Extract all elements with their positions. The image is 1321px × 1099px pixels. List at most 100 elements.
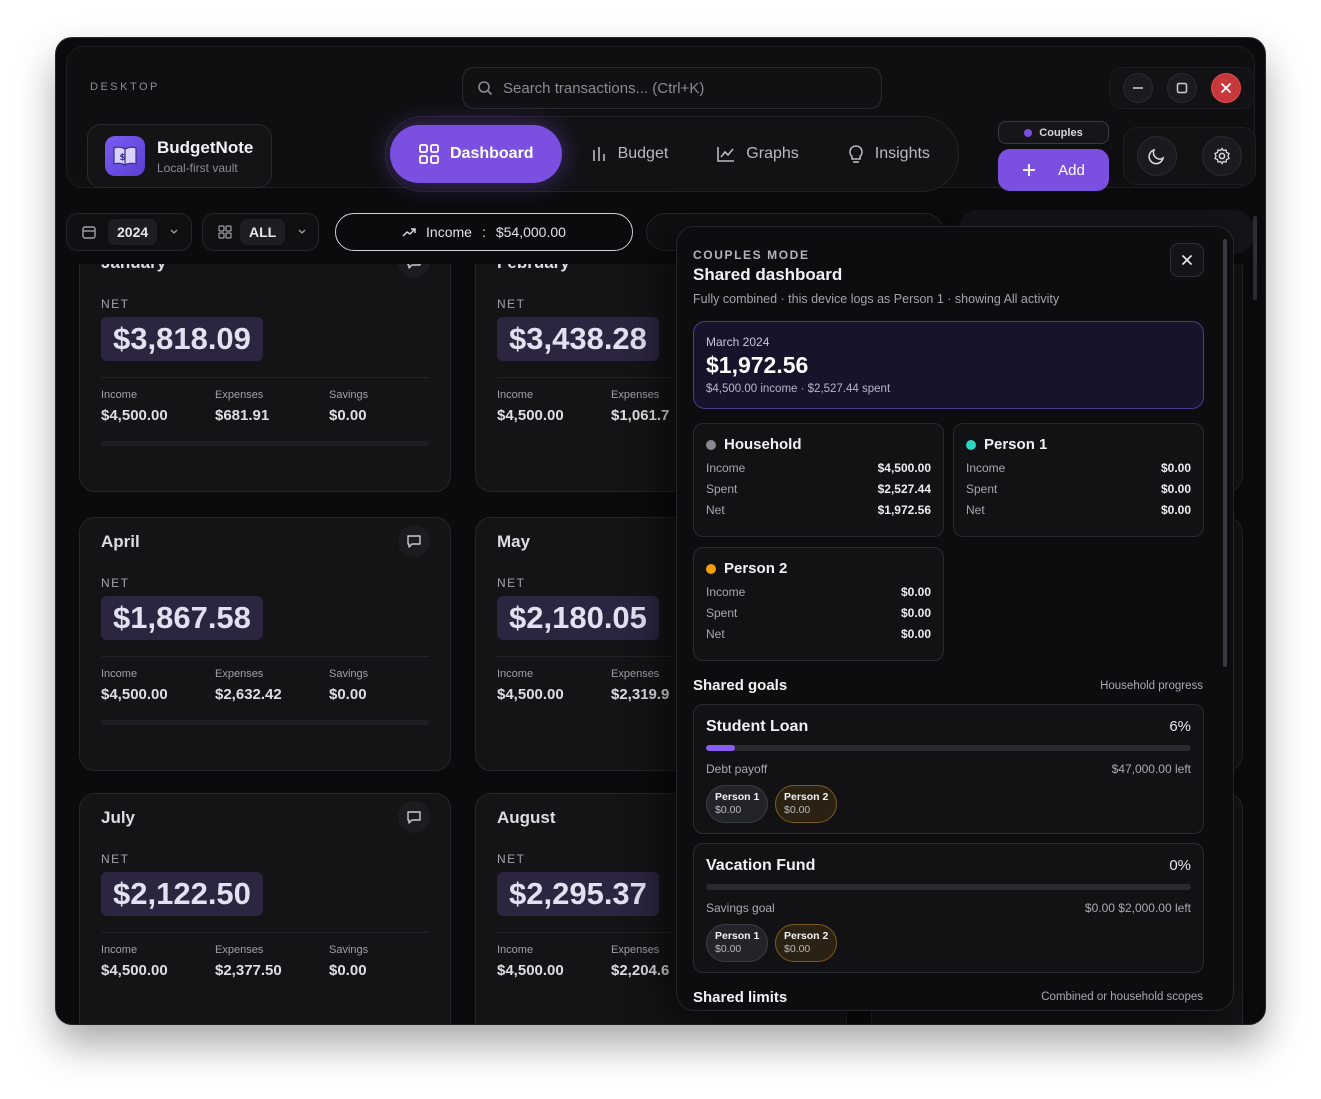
row-value: $1,972.56 — [877, 503, 931, 517]
stat-label: Income — [101, 944, 138, 956]
stat-label: Expenses — [611, 668, 660, 680]
comment-icon — [407, 811, 421, 824]
stat-label: Income — [101, 668, 138, 680]
household-card: Household Income $4,500.00 Spent $2,527.44… — [693, 423, 944, 537]
scope-select[interactable]: ALL — [202, 213, 319, 251]
contrib-value: $0.00 — [784, 804, 811, 816]
divider — [497, 377, 825, 378]
progress-track — [101, 441, 429, 446]
income-stat: Income $4,500.00 — [497, 944, 564, 979]
net-label: NET — [497, 576, 526, 590]
note-button[interactable] — [398, 264, 430, 278]
couples-mode-badge[interactable]: Couples — [998, 121, 1109, 144]
goal-remaining: $47,000.00 left — [1111, 762, 1191, 776]
goal-remaining: $0.00 $2,000.00 left — [1084, 901, 1191, 915]
app-window: DESKTOP Search transactions... (Ctrl+K) … — [56, 38, 1265, 1024]
person-name: Household — [724, 436, 802, 453]
row-value: $2,527.44 — [877, 482, 931, 496]
income-stat: Income $4,500.00 — [497, 668, 564, 703]
person2-contribution: Person 2 $0.00 — [775, 924, 838, 962]
tab-insights[interactable]: Insights — [827, 125, 950, 183]
person1-dot — [966, 439, 976, 450]
brand-name: BudgetNote — [157, 137, 254, 157]
person-name: Person 2 — [724, 560, 788, 577]
maximize-button[interactable] — [1167, 73, 1197, 103]
expenses-stat: Expenses $1,061.7 — [611, 389, 669, 424]
person2-dot — [706, 563, 716, 574]
savings-stat: Savings $0.00 — [329, 944, 368, 979]
month-card[interactable]: April NET $1,867.58 Income $4,500.00 Expe… — [79, 517, 451, 771]
stat-value: $681.91 — [215, 407, 270, 424]
note-button[interactable] — [398, 525, 430, 557]
net-value: $3,438.28 — [497, 317, 659, 361]
stat-value: $0.00 — [329, 407, 367, 424]
stat-value: $2,377.50 — [215, 962, 282, 979]
top-chrome: DESKTOP Search transactions... (Ctrl+K) … — [66, 46, 1256, 192]
net-value: $2,295.37 — [497, 872, 659, 916]
panel-eyebrow: COUPLES MODE — [693, 248, 810, 262]
divider — [101, 932, 429, 933]
divider — [101, 377, 429, 378]
year-select[interactable]: 2024 — [66, 213, 192, 251]
stat-value: $2,632.42 — [215, 686, 282, 703]
panel-scrollbar[interactable] — [1223, 239, 1227, 667]
stat-label: Income — [101, 389, 138, 401]
search-input[interactable]: Search transactions... (Ctrl+K) — [462, 67, 882, 109]
minimize-button[interactable] — [1123, 73, 1153, 103]
add-label: Add — [1058, 161, 1085, 179]
row-label: Net — [706, 627, 725, 641]
row-label: Net — [966, 503, 985, 517]
net-label: NET — [101, 852, 130, 866]
couples-panel: COUPLES MODE Shared dashboard Fully comb… — [676, 226, 1234, 1011]
note-button[interactable] — [398, 801, 430, 833]
row-value: $4,500.00 — [877, 461, 931, 475]
window-controls — [1109, 67, 1255, 109]
person1-contribution: Person 1 $0.00 — [706, 785, 769, 823]
income-summary-pill[interactable]: Income : $54,000.00 — [335, 213, 633, 251]
month-name: July — [101, 808, 136, 827]
goal-name: Student Loan — [706, 718, 809, 735]
grid-icon — [218, 225, 232, 239]
chevron-down-icon — [170, 229, 178, 234]
main-scrollbar[interactable] — [1253, 216, 1257, 300]
lightbulb-icon — [848, 145, 863, 163]
couples-label: Couples — [1039, 126, 1083, 139]
tab-dashboard[interactable]: Dashboard — [390, 125, 562, 183]
goal-name: Vacation Fund — [706, 857, 816, 874]
add-button[interactable]: Add — [998, 149, 1109, 191]
contrib-value: $0.00 — [715, 804, 742, 816]
stat-value: $1,061.7 — [611, 407, 670, 424]
comment-icon — [407, 264, 421, 269]
progress-track — [101, 720, 429, 725]
tab-budget[interactable]: Budget — [570, 125, 689, 183]
tab-label: Insights — [874, 145, 930, 162]
stat-value: $0.00 — [329, 962, 367, 979]
tab-graphs[interactable]: Graphs — [696, 125, 818, 183]
theme-toggle-button[interactable] — [1136, 136, 1177, 176]
section-label: DESKTOP — [90, 81, 160, 93]
person2-card: Person 2 Income $0.00 Spent $0.00 Net $0.00 — [693, 547, 944, 661]
brand-block[interactable]: $ BudgetNote Local-first vault — [87, 124, 272, 188]
stat-label: Savings — [329, 944, 369, 956]
person1-contribution: Person 1 $0.00 — [706, 924, 769, 962]
goal-card[interactable]: Student Loan 6% Debt payoff $47,000.00 l… — [693, 704, 1204, 834]
scope-value: ALL — [240, 219, 286, 245]
close-panel-button[interactable] — [1170, 243, 1204, 277]
shared-goals-heading: Shared goals — [693, 677, 788, 694]
settings-button[interactable] — [1202, 136, 1243, 176]
stat-value: $4,500.00 — [497, 962, 564, 979]
month-card[interactable]: July NET $2,122.50 Income $4,500.00 Expen… — [79, 793, 451, 1024]
expenses-stat: Expenses $2,204.6 — [611, 944, 669, 979]
tab-label: Dashboard — [450, 145, 534, 162]
month-name: April — [101, 532, 140, 551]
row-label: Income — [706, 461, 746, 475]
goal-card[interactable]: Vacation Fund 0% Savings goal $0.00 $2,0… — [693, 843, 1204, 973]
plus-icon — [1023, 164, 1036, 176]
month-card[interactable]: January NET $3,818.09 Income $4,500.00 Ex… — [79, 264, 451, 492]
contrib-value: $0.00 — [715, 943, 742, 955]
net-value: $2,180.05 — [497, 596, 659, 640]
row-value: $0.00 — [1160, 482, 1191, 496]
utility-controls — [1123, 127, 1256, 185]
trend-up-icon — [402, 228, 416, 237]
close-window-button[interactable] — [1211, 73, 1241, 103]
